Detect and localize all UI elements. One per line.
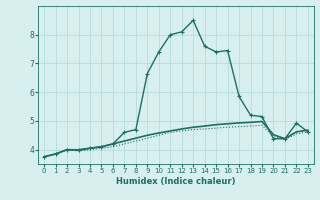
X-axis label: Humidex (Indice chaleur): Humidex (Indice chaleur) bbox=[116, 177, 236, 186]
